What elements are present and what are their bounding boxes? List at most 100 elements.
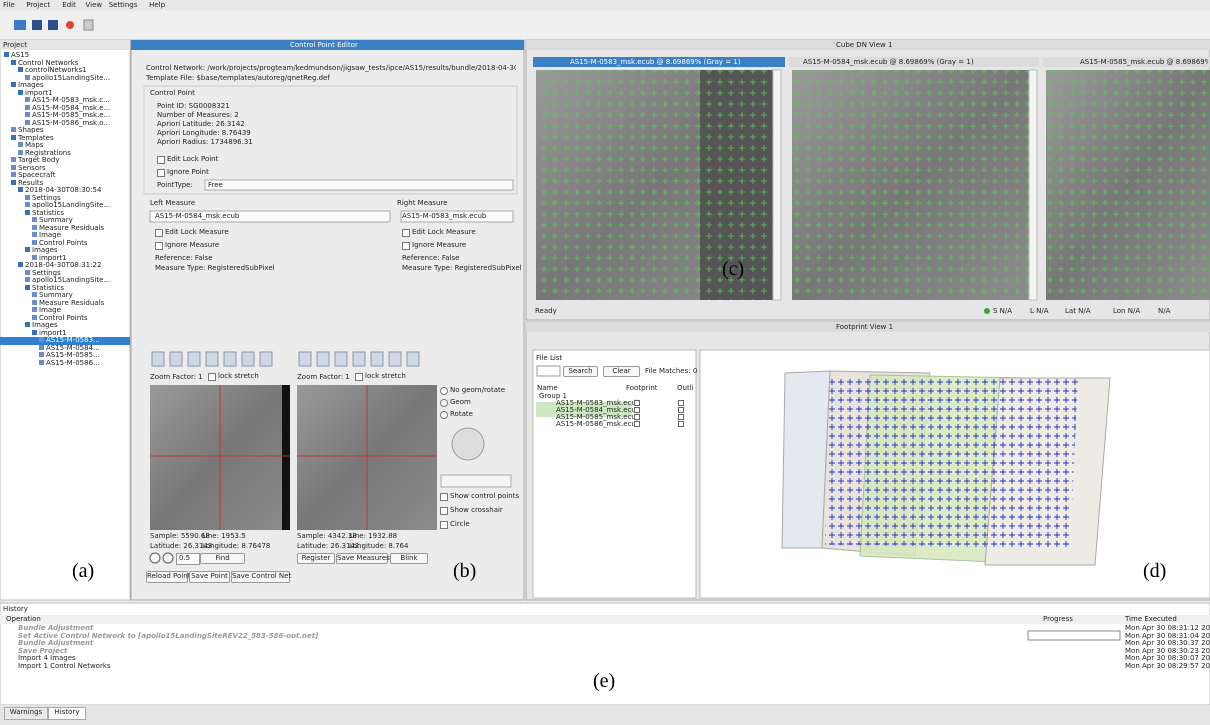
menu-item[interactable]: View [86, 1, 103, 10]
menu-item[interactable]: File [3, 1, 15, 10]
tree-icon [32, 292, 37, 297]
zoom-button[interactable] [206, 352, 218, 366]
stop-button[interactable] [150, 553, 160, 563]
checkbox[interactable] [440, 521, 448, 529]
position: Line: 1953.5 [202, 532, 246, 541]
column-header: Time Executed [1125, 615, 1177, 624]
zoom-button[interactable] [371, 352, 383, 366]
tree-icon [32, 300, 37, 305]
combo-value[interactable]: AS15-M-0584_msk.ecub [155, 212, 239, 221]
radio-button[interactable] [440, 411, 448, 419]
checkbox[interactable] [678, 407, 684, 413]
table-header [0, 615, 1210, 624]
scrollbar[interactable] [1029, 70, 1037, 300]
zoom-button[interactable] [188, 352, 200, 366]
zoom-button[interactable] [389, 352, 401, 366]
column-header: Footprint [626, 384, 658, 393]
tab[interactable]: History [48, 707, 86, 720]
toolbar-icon[interactable] [84, 20, 93, 30]
checkbox[interactable] [355, 373, 363, 381]
radio-label: Geom [450, 398, 471, 407]
panel-title: History [3, 605, 28, 614]
zoom-button[interactable] [242, 352, 254, 366]
checkbox-label: Circle [450, 520, 470, 529]
panel-label: (b) [453, 560, 476, 582]
checkbox[interactable] [402, 229, 410, 237]
readout: Lon N/A [1113, 307, 1140, 316]
checkbox[interactable] [157, 169, 165, 177]
radio-button[interactable] [440, 387, 448, 395]
status: Ready [535, 307, 557, 316]
point-info: Point ID: SG0008321 [157, 102, 230, 111]
button[interactable]: Save Measures [336, 553, 388, 564]
zoom-button[interactable] [407, 352, 419, 366]
zoom-button[interactable] [317, 352, 329, 366]
group-title: Control Point [150, 89, 195, 98]
measure-info: Measure Type: RegisteredSubPixel [402, 264, 522, 273]
checkbox[interactable] [402, 242, 410, 250]
checkbox[interactable] [634, 421, 640, 427]
panel-label: (e) [593, 670, 615, 692]
button[interactable]: Search [563, 366, 598, 377]
button[interactable]: Find [200, 553, 245, 564]
combo-box[interactable] [205, 180, 513, 190]
button[interactable]: Save Control Net [231, 571, 290, 583]
checkbox[interactable] [155, 229, 163, 237]
toolbar-icon[interactable] [66, 21, 74, 29]
button[interactable]: Register [297, 553, 335, 564]
checkbox[interactable] [155, 242, 163, 250]
scrollbar[interactable] [773, 70, 781, 300]
button[interactable]: Reload Point [146, 571, 188, 583]
menu-item[interactable]: Help [149, 1, 165, 10]
checkbox[interactable] [208, 373, 216, 381]
checkbox-label: Show crosshair [450, 506, 503, 515]
checkbox-label: Edit Lock Measure [412, 228, 476, 237]
zoom-button[interactable] [224, 352, 236, 366]
checkbox[interactable] [678, 400, 684, 406]
play-button[interactable] [163, 553, 173, 563]
button[interactable]: Clear [603, 366, 640, 377]
button[interactable]: Blink [390, 553, 428, 564]
tree-item[interactable]: AS15-M-0586... [46, 359, 100, 368]
checkbox-label: Show control points [450, 492, 519, 501]
toolbar-icon[interactable] [32, 20, 42, 30]
zoom-button[interactable] [335, 352, 347, 366]
readout: S N/A [993, 307, 1012, 316]
checkbox[interactable] [157, 156, 165, 164]
panel-title: Project [3, 41, 27, 50]
radio-label: No geom/rotate [450, 386, 505, 395]
tab[interactable]: Warnings [4, 707, 48, 720]
menu-item[interactable]: Edit [62, 1, 76, 10]
column-header: Outli [677, 384, 694, 393]
spin-box[interactable]: 0.5 [176, 553, 200, 565]
measure-title: Right Measure [397, 199, 447, 208]
checkbox[interactable] [440, 507, 448, 515]
combo-value[interactable]: Free [208, 181, 223, 190]
checkbox[interactable] [678, 421, 684, 427]
zoom-button[interactable] [299, 352, 311, 366]
checkbox-label: Ignore Point [167, 168, 209, 177]
tree-icon [25, 202, 30, 207]
list-title: File List [536, 354, 562, 363]
file-item[interactable]: AS15-M-0586_msk.ecub [556, 420, 640, 429]
toolbar-icon[interactable] [48, 20, 58, 30]
combo-value[interactable]: AS15-M-0583_msk.ecub [402, 212, 486, 221]
tab-bar [0, 705, 1210, 725]
menu-bar [0, 0, 1210, 11]
search-field[interactable] [537, 366, 560, 376]
menu-item[interactable]: Settings [109, 1, 138, 10]
rotate-dial[interactable] [452, 428, 484, 460]
button[interactable]: Save Point [189, 571, 230, 583]
zoom-button[interactable] [260, 352, 272, 366]
zoom-button[interactable] [152, 352, 164, 366]
tree-icon [18, 142, 23, 147]
checkbox[interactable] [678, 414, 684, 420]
zoom-button[interactable] [170, 352, 182, 366]
toolbar-icon[interactable] [14, 20, 26, 30]
checkbox[interactable] [440, 493, 448, 501]
zoom-button[interactable] [353, 352, 365, 366]
readout: Lat N/A [1065, 307, 1091, 316]
menu-item[interactable]: Project [26, 1, 50, 10]
slider[interactable] [441, 475, 511, 487]
radio-button[interactable] [440, 399, 448, 407]
